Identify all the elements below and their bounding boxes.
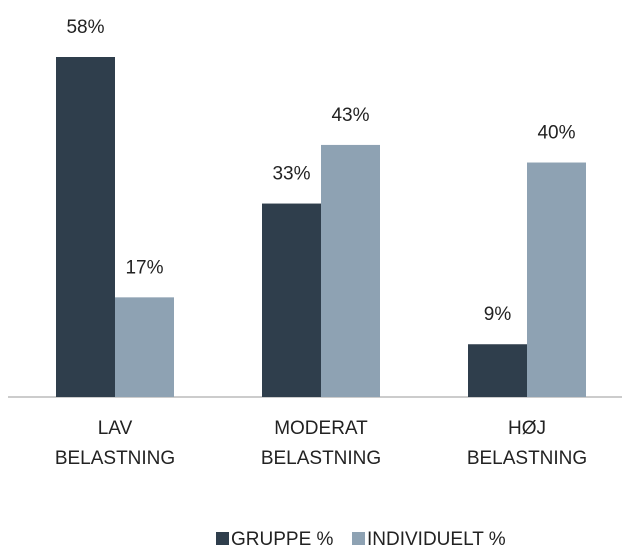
bar: [56, 57, 115, 397]
data-label: 17%: [125, 257, 163, 278]
legend-swatch: [216, 532, 229, 545]
x-tick-label: MODERAT BELASTNING: [260, 418, 382, 469]
bar: [527, 162, 586, 397]
legend-label: GRUPPE %: [231, 529, 334, 549]
legend-label: INDIVIDUELT %: [367, 529, 506, 549]
data-label: 33%: [272, 164, 310, 185]
data-label: 58%: [66, 17, 104, 38]
bar: [468, 344, 527, 397]
bar: [115, 297, 174, 397]
data-label: 9%: [484, 304, 512, 325]
data-label: 40%: [537, 123, 575, 144]
legend-swatch: [352, 532, 365, 545]
bar: [262, 203, 321, 397]
x-tick-label: LAV BELASTNING: [54, 418, 176, 469]
data-label: 43%: [331, 105, 369, 126]
bar: [321, 144, 380, 397]
x-tick-label: HØJ BELASTNING: [466, 418, 588, 469]
